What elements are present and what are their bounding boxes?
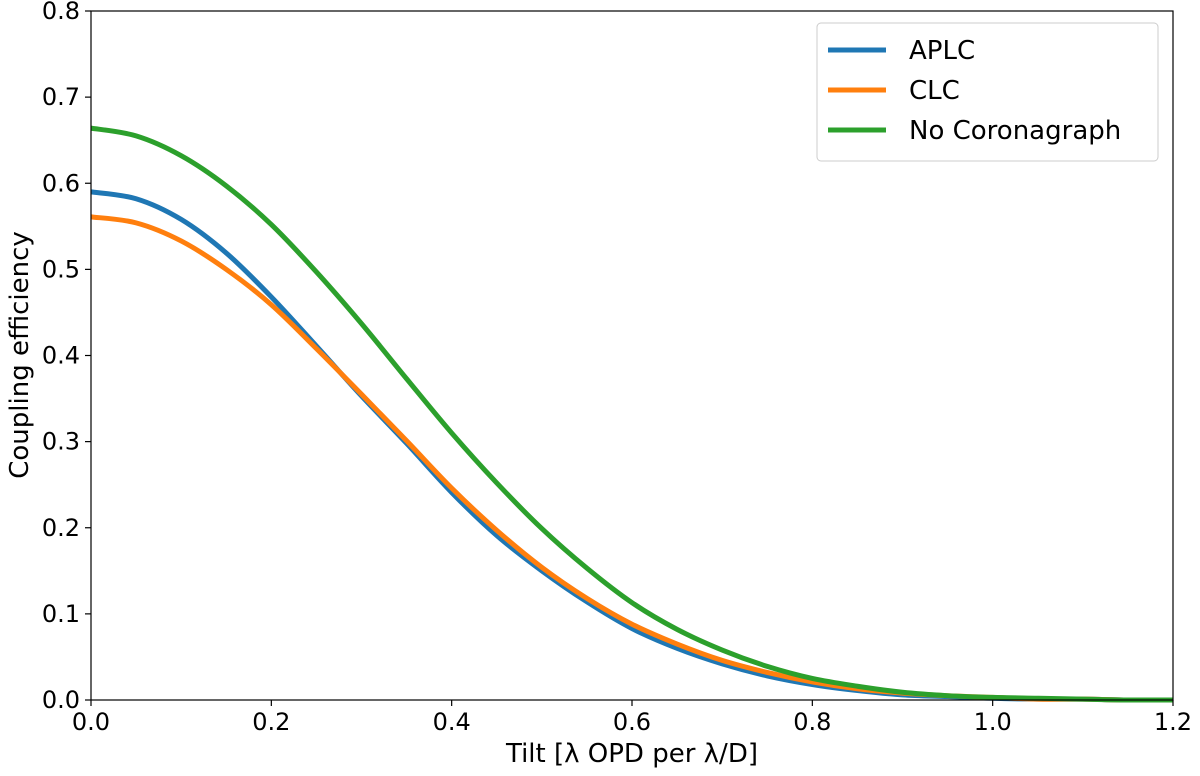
y-axis-label: Coupling efficiency bbox=[5, 231, 35, 479]
y-tick-label: 0.1 bbox=[42, 600, 80, 628]
y-tick-label: 0.5 bbox=[42, 255, 80, 283]
legend-label: No Coronagraph bbox=[909, 116, 1121, 146]
legend-label: CLC bbox=[909, 76, 960, 106]
x-axis-ticks: 0.0 0.2 0.4 0.6 0.8 1.0 1.2 bbox=[72, 700, 1192, 736]
y-tick-label: 0.2 bbox=[42, 514, 80, 542]
series-line-no-coronagraph bbox=[90, 125, 1174, 703]
x-tick-label: 0.8 bbox=[793, 708, 831, 736]
x-tick-label: 1.0 bbox=[974, 708, 1012, 736]
x-tick-label: 1.2 bbox=[1154, 708, 1192, 736]
x-tick-label: 0.2 bbox=[252, 708, 290, 736]
y-axis-ticks: 0.0 0.1 0.2 0.3 0.4 0.5 0.6 0.7 0.8 bbox=[42, 0, 91, 714]
y-tick-label: 0.7 bbox=[42, 83, 80, 111]
x-tick-label: 0.6 bbox=[613, 708, 651, 736]
x-tick-label: 0.0 bbox=[72, 708, 110, 736]
y-tick-label: 0.4 bbox=[42, 342, 80, 370]
legend-label: APLC bbox=[909, 36, 975, 66]
y-tick-label: 0.3 bbox=[42, 428, 80, 456]
series-layer bbox=[90, 125, 1174, 703]
y-tick-label: 0.8 bbox=[42, 0, 80, 25]
y-tick-label: 0.6 bbox=[42, 169, 80, 197]
legend-box bbox=[816, 22, 1159, 162]
y-tick-label: 0.0 bbox=[42, 686, 80, 714]
legend: APLC CLC No Coronagraph bbox=[816, 22, 1159, 162]
x-tick-label: 0.4 bbox=[433, 708, 471, 736]
x-axis-label: Tilt [λ OPD per λ/D] bbox=[505, 739, 758, 769]
